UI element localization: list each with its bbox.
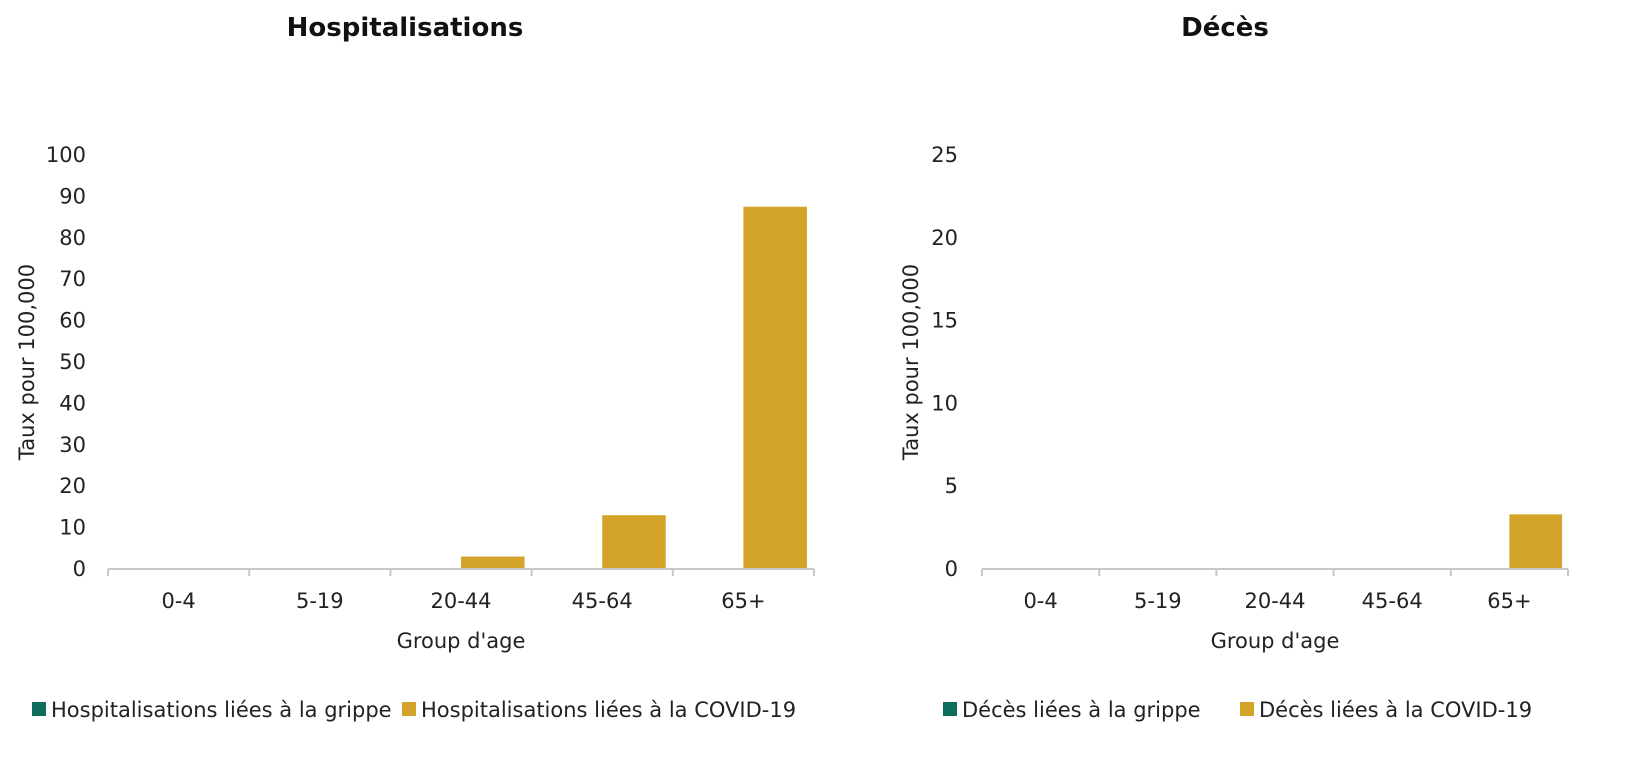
- deces-y-tick-label: 20: [931, 226, 958, 250]
- hospitalisations-y-ticks: 0 10 20 30 40 50 60 70 80 90 100: [46, 143, 86, 581]
- hospitalisations-y-tick-label: 10: [59, 516, 86, 540]
- hospitalisations-category-label: 5-19: [296, 589, 344, 613]
- hospitalisations-y-tick-label: 40: [59, 391, 86, 415]
- hospitalisations-category-label: 65+: [721, 589, 765, 613]
- deces-legend-swatch-grippe: [943, 702, 957, 716]
- hospitalisations-y-tick-label: 90: [59, 184, 86, 208]
- deces-category-label: 45-64: [1362, 589, 1423, 613]
- hospitalisations-bar-covid: [602, 515, 666, 569]
- deces-y-tick-label: 10: [931, 391, 958, 415]
- hospitalisations-y-axis-label: Taux pour 100,000: [15, 264, 39, 461]
- deces-category-label: 65+: [1487, 589, 1531, 613]
- deces-y-tick-label: 0: [945, 557, 958, 581]
- hospitalisations-y-tick-label: 80: [59, 226, 86, 250]
- deces-legend-label-grippe: Décès liées à la grippe: [962, 698, 1201, 722]
- hospitalisations-category-label: 20-44: [430, 589, 491, 613]
- deces-legend-label-covid: Décès liées à la COVID-19: [1259, 698, 1532, 722]
- hospitalisations-chart-title: Hospitalisations: [287, 13, 524, 43]
- deces-chart-title: Décès: [1181, 13, 1269, 43]
- hospitalisations-legend-swatch-covid: [402, 702, 416, 716]
- deces-y-axis-label: Taux pour 100,000: [899, 264, 923, 461]
- hospitalisations-legend-label-covid: Hospitalisations liées à la COVID-19: [421, 698, 796, 722]
- deces-x-ticks: 0-4 5-19 20-44 45-64 65+: [1023, 589, 1531, 613]
- hospitalisations-bar-covid: [743, 206, 807, 569]
- hospitalisations-legend-label-grippe: Hospitalisations liées à la grippe: [51, 698, 392, 722]
- hospitalisations-y-tick-label: 60: [59, 309, 86, 333]
- deces-category-label: 20-44: [1244, 589, 1305, 613]
- hospitalisations-y-tick-label: 100: [46, 143, 86, 167]
- hospitalisations-y-tick-label: 50: [59, 350, 86, 374]
- hospitalisations-bar-covid: [461, 556, 525, 569]
- hospitalisations-category-label: 45-64: [572, 589, 633, 613]
- deces-category-label: 0-4: [1023, 589, 1057, 613]
- deces-y-tick-label: 15: [931, 309, 958, 333]
- deces-bars: [1509, 514, 1563, 569]
- deces-x-axis: [981, 568, 1569, 576]
- deces-legend: Décès liées à la grippe Décès liées à la …: [943, 698, 1532, 722]
- deces-legend-swatch-covid: [1240, 702, 1254, 716]
- hospitalisations-bars: [461, 206, 807, 569]
- deces-chart: Décès Taux pour 100,000 Group d'age 0 5 10…: [899, 13, 1569, 722]
- hospitalisations-legend: Hospitalisations liées à la grippe Hospit…: [32, 698, 796, 722]
- hospitalisations-category-label: 0-4: [161, 589, 195, 613]
- hospitalisations-y-tick-label: 0: [73, 557, 86, 581]
- deces-y-ticks: 0 5 10 15 20 25: [931, 143, 958, 581]
- deces-y-tick-label: 5: [945, 474, 958, 498]
- deces-x-axis-label: Group d'age: [1211, 629, 1340, 653]
- deces-y-tick-label: 25: [931, 143, 958, 167]
- hospitalisations-chart: Hospitalisations Taux pour 100,000 Group…: [15, 13, 815, 722]
- hospitalisations-x-ticks: 0-4 5-19 20-44 45-64 65+: [161, 589, 765, 613]
- deces-category-label: 5-19: [1134, 589, 1182, 613]
- hospitalisations-x-axis: [107, 568, 815, 576]
- hospitalisations-x-axis-label: Group d'age: [397, 629, 526, 653]
- deces-bar-covid: [1509, 514, 1563, 569]
- hospitalisations-y-tick-label: 70: [59, 267, 86, 291]
- hospitalisations-y-tick-label: 20: [59, 474, 86, 498]
- hospitalisations-y-tick-label: 30: [59, 433, 86, 457]
- hospitalisations-legend-swatch-grippe: [32, 702, 46, 716]
